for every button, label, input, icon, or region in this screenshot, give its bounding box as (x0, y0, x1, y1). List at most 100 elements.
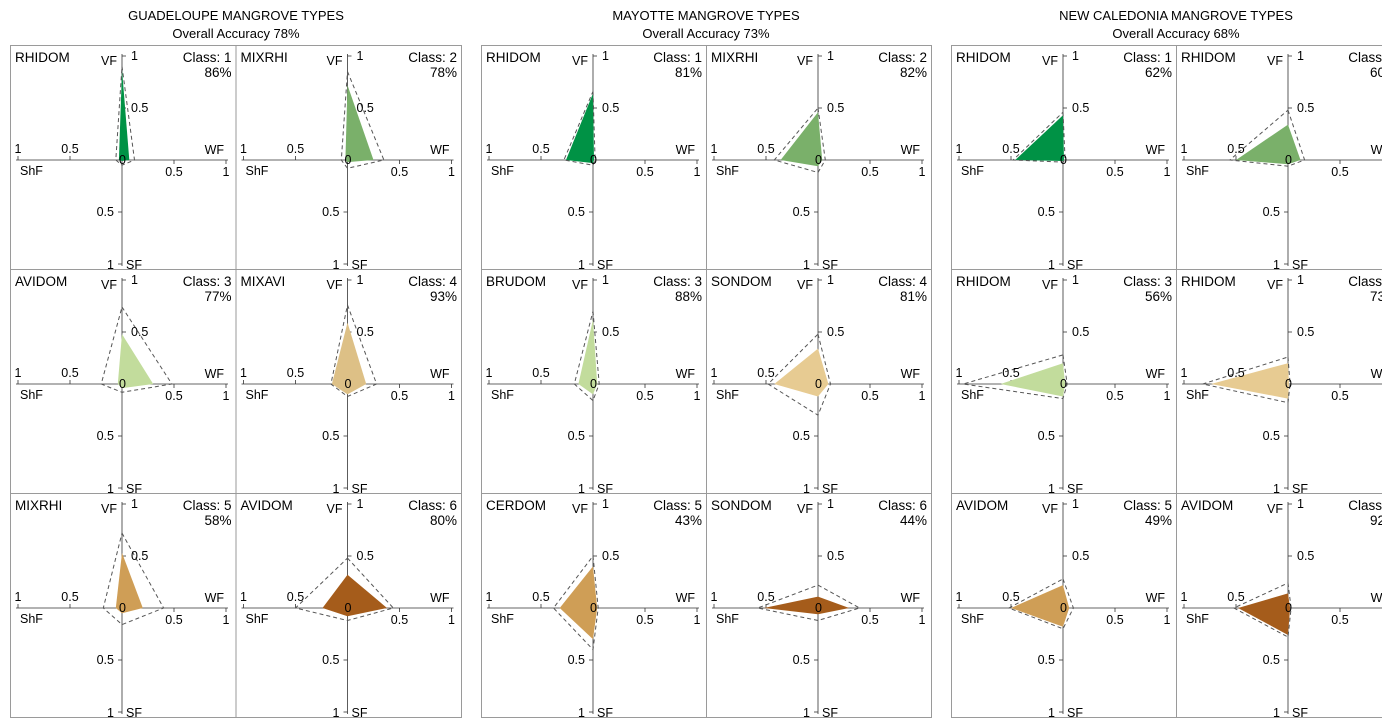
origin-label: 0 (1060, 377, 1067, 391)
axis-name: SF (1292, 706, 1308, 719)
radar-panel: 0 0.5 1 0.5 1 0.5 1 0.5 1 VF WF SF ShF RHIDOM Class: 1… (15, 49, 232, 272)
tick-label: 0.5 (97, 653, 114, 667)
tick-label: 1 (578, 706, 585, 719)
origin-label: 0 (590, 153, 597, 167)
axis-name: ShF (716, 164, 739, 178)
axis-name: ShF (961, 388, 984, 402)
axis-name: VF (1042, 278, 1058, 292)
tick-label: 0.5 (636, 389, 653, 403)
panel-type-name: AVIDOM (956, 498, 1008, 513)
tick-label: 0.5 (636, 165, 653, 179)
tick-label: 1 (919, 389, 926, 403)
axis-name: SF (822, 706, 838, 719)
origin-label: 0 (590, 377, 597, 391)
tick-label: 0.5 (1297, 549, 1314, 563)
tick-label: 1 (1181, 366, 1188, 380)
panel-type-name: RHIDOM (1181, 50, 1236, 65)
envelope-polygon (1232, 582, 1292, 638)
panel-class-label: Class: 1 (653, 50, 702, 65)
axis-name: WF (430, 143, 450, 157)
tick-label: 0.5 (532, 142, 549, 156)
panel-class-label: Class: 4 (878, 274, 927, 289)
panel-accuracy: 49% (1145, 513, 1172, 528)
axis-name: ShF (491, 612, 514, 626)
panel-type-name: MIXRHI (711, 50, 758, 65)
tick-label: 0.5 (322, 653, 339, 667)
axis-name: SF (1292, 258, 1308, 272)
tick-label: 0.5 (61, 366, 78, 380)
origin-label: 0 (345, 601, 352, 615)
axis-name: VF (101, 278, 117, 292)
panel-accuracy: 56% (1145, 289, 1172, 304)
origin-label: 0 (1285, 601, 1292, 615)
panel-accuracy: 86% (204, 65, 231, 80)
tick-label: 0.5 (1106, 389, 1123, 403)
envelope-polygon (1011, 111, 1066, 163)
origin-label: 0 (1285, 377, 1292, 391)
panel-accuracy: 80% (430, 513, 457, 528)
panel-accuracy: 58% (204, 513, 231, 528)
axis-name: VF (797, 54, 813, 68)
tick-label: 0.5 (1072, 101, 1089, 115)
panel-accuracy: 44% (900, 513, 927, 528)
envelope-polygon (102, 531, 165, 626)
tick-label: 1 (357, 49, 364, 63)
tick-label: 1 (486, 142, 493, 156)
tick-label: 1 (448, 389, 455, 403)
axis-name: SF (597, 482, 613, 496)
panel-class-label: Class: 5 (1123, 498, 1172, 513)
tick-label: 1 (223, 165, 230, 179)
panel-accuracy: 93% (430, 289, 457, 304)
axis-name: WF (676, 143, 696, 157)
panel-type-name: MIXRHI (241, 50, 288, 65)
envelope-polygon (1228, 109, 1306, 167)
tick-label: 0.5 (1002, 366, 1019, 380)
group-title: NEW CALEDONIA MANGROVE TYPES (1059, 8, 1293, 23)
tick-label: 0.5 (602, 325, 619, 339)
tick-label: 1 (602, 497, 609, 511)
panel-class-label: Class: 1 (1123, 50, 1172, 65)
panel-class-label: Class: 1 (183, 50, 232, 65)
data-polygon (118, 69, 130, 161)
axis-name: SF (1067, 258, 1083, 272)
radar-panel: 0 0.5 1 0.5 1 0.5 1 0.5 1 VF WF SF ShF SONDOM Class: 4… (711, 273, 928, 496)
axis-name: SF (1067, 706, 1083, 719)
axis-name: ShF (491, 388, 514, 402)
tick-label: 1 (223, 613, 230, 627)
tick-label: 0.5 (165, 389, 182, 403)
tick-label: 1 (803, 706, 810, 719)
panel-type-name: RHIDOM (1181, 274, 1236, 289)
tick-label: 1 (131, 49, 138, 63)
axis-name: WF (430, 591, 450, 605)
tick-label: 1 (1072, 49, 1079, 63)
axis-name: ShF (20, 612, 43, 626)
radar-panel: 0 0.5 1 0.5 1 0.5 1 0.5 1 VF WF SF ShF MIXRHI Class: 2… (240, 49, 457, 272)
tick-label: 0.5 (97, 205, 114, 219)
envelope-polygon (115, 66, 136, 166)
tick-label: 1 (107, 258, 114, 272)
tick-label: 1 (956, 366, 963, 380)
panel-accuracy: 77% (204, 289, 231, 304)
tick-label: 1 (1048, 258, 1055, 272)
tick-label: 0.5 (1297, 325, 1314, 339)
panel-type-name: AVIDOM (1181, 498, 1233, 513)
tick-label: 1 (711, 366, 718, 380)
axis-name: ShF (961, 164, 984, 178)
panel-class-label: Class: 4 (408, 274, 457, 289)
axis-name: VF (572, 54, 588, 68)
tick-label: 0.5 (827, 325, 844, 339)
envelope-polygon (573, 311, 600, 402)
tick-label: 0.5 (827, 101, 844, 115)
axis-name: ShF (961, 612, 984, 626)
tick-label: 1 (1297, 497, 1304, 511)
tick-label: 1 (1297, 49, 1304, 63)
tick-label: 1 (919, 165, 926, 179)
tick-label: 1 (486, 366, 493, 380)
tick-label: 1 (694, 165, 701, 179)
panel-accuracy: 81% (675, 65, 702, 80)
data-polygon (763, 596, 850, 615)
tick-label: 0.5 (1106, 165, 1123, 179)
origin-label: 0 (815, 601, 822, 615)
axis-name: WF (1146, 591, 1166, 605)
panel-class-label: Class: 6 (1348, 498, 1382, 513)
